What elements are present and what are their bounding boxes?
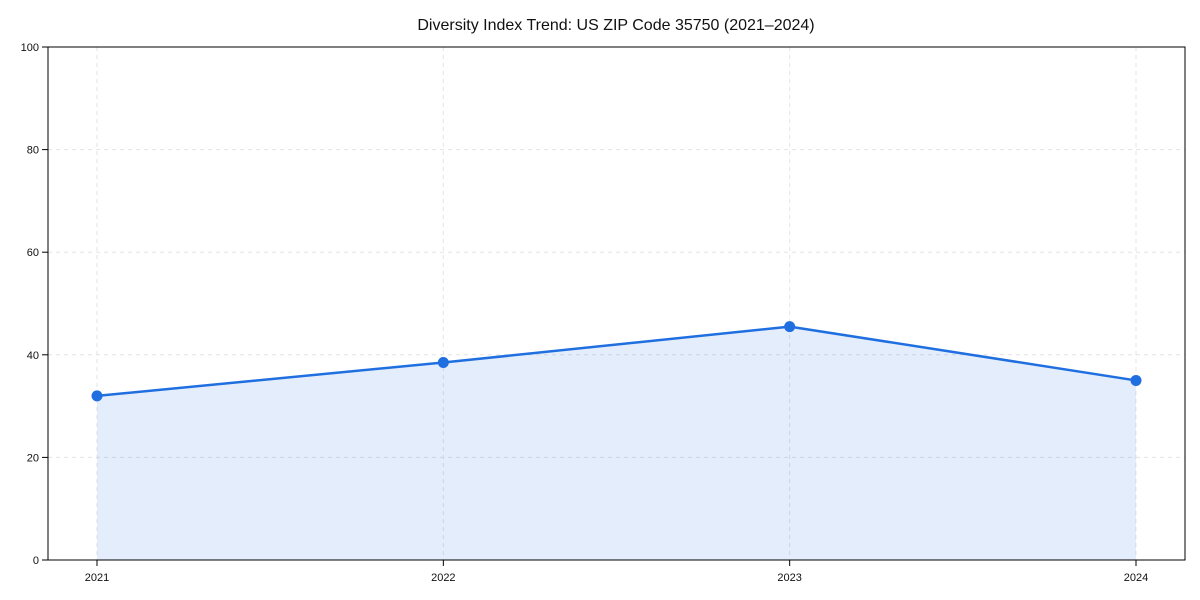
data-point-2023 (784, 321, 796, 333)
y-tick-label: 40 (27, 350, 39, 362)
y-tick-label: 20 (27, 452, 39, 464)
axis-layer (42, 46, 1186, 566)
trend-line (95, 325, 1138, 398)
area-layer (97, 326, 1136, 560)
x-tick-label: 2022 (431, 572, 455, 584)
area-fill (97, 326, 1136, 560)
data-point-2021 (91, 390, 103, 402)
grid-layer (48, 47, 1185, 560)
line-layer (95, 325, 1138, 398)
x-tick-label: 2021 (85, 572, 109, 584)
marker-layer (91, 321, 1142, 402)
plot-border (47, 46, 1186, 561)
chart-title: Diversity Index Trend: US ZIP Code 35750… (417, 17, 814, 34)
data-point-2022 (437, 356, 449, 368)
y-tick-label: 0 (33, 555, 39, 567)
y-tick-label: 60 (27, 247, 39, 259)
data-point-2024 (1130, 374, 1142, 386)
label-layer: 0 20 40 60 80 100 2021 2022 2023 2024 (21, 42, 1149, 584)
y-tick-label: 80 (27, 145, 39, 157)
x-tick-label: 2024 (1124, 572, 1148, 584)
x-tick-label: 2023 (777, 572, 801, 584)
y-tick-label: 100 (21, 42, 39, 54)
